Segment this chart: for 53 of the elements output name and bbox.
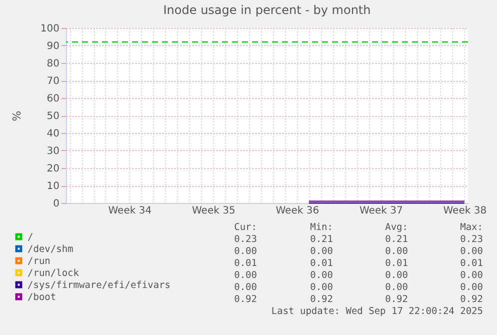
text: 0.00: [310, 270, 333, 281]
y-tick-label: 90: [46, 41, 60, 52]
text: 0.21: [385, 234, 408, 245]
legend-label: /run: [28, 256, 50, 267]
legend-label: /run/lock: [28, 268, 80, 279]
legend-label: /sys/firmware/efi/efivars: [28, 280, 170, 291]
y-tick-label: 20: [46, 164, 60, 174]
text: Max:: [460, 222, 483, 233]
x-tick-label: Week 34: [108, 206, 152, 216]
text: 0.00: [234, 282, 257, 293]
legend-label: /boot: [28, 292, 56, 303]
y-tick-label: 50: [46, 111, 60, 122]
text: 0.01: [385, 258, 408, 269]
legend-label: /: [28, 232, 34, 243]
text: 0.23: [234, 234, 257, 245]
y-tick-label: 80: [46, 58, 60, 70]
text: 0.00: [310, 246, 333, 257]
text: Min:: [310, 222, 333, 233]
text: 0.00: [385, 246, 408, 257]
text: 0.21: [310, 234, 333, 245]
legend-label: /dev/shm: [28, 244, 74, 255]
text: 0.00: [310, 282, 333, 293]
text: 0.00: [385, 282, 408, 293]
y-tick-label: 30: [46, 146, 60, 157]
y-tick-label: 60: [46, 94, 60, 104]
text: 0.00: [385, 270, 408, 281]
x-tick-label: Week 38: [443, 206, 487, 216]
text: 0.00: [460, 282, 483, 293]
y-tick-label: 70: [46, 76, 60, 87]
text: 0.00: [234, 246, 257, 257]
text: 0.01: [310, 258, 333, 269]
chart-title: Inode usage in percent - by month: [163, 3, 371, 17]
text: 0.01: [234, 258, 257, 269]
y-tick-label: 40: [46, 128, 60, 140]
x-tick-label: Week 36: [276, 206, 320, 216]
text: 0.00: [460, 246, 483, 257]
y-axis-title: %: [10, 110, 24, 122]
text: 0.92: [460, 294, 483, 305]
text: 0.92: [234, 294, 257, 305]
text: 0.92: [385, 294, 408, 305]
text: 0.00: [460, 270, 483, 281]
text: 0.92: [310, 294, 333, 305]
x-tick-label: Week 35: [192, 206, 236, 216]
text: 0.23: [460, 234, 483, 245]
text: Cur:: [234, 222, 257, 233]
text: Last update: Wed Sep 17 22:00:24 2025: [271, 306, 483, 317]
y-tick-label: 0: [53, 198, 60, 210]
text: 0.00: [234, 270, 257, 281]
x-tick-label: Week 37: [360, 206, 403, 216]
y-tick-label: 100: [40, 24, 60, 34]
text: 0.01: [460, 258, 483, 269]
text: Avg:: [385, 222, 408, 233]
y-tick-label: 10: [46, 181, 60, 192]
